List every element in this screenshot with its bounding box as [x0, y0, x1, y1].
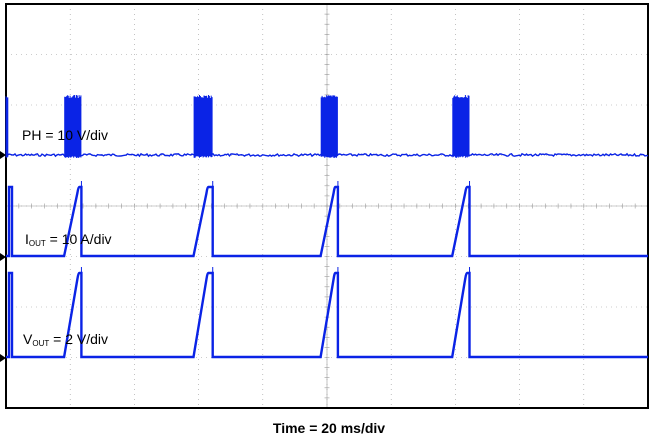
plot-frame — [5, 3, 649, 409]
grid — [5, 3, 649, 409]
vout-scale-label: VOUT = 2 V/div — [23, 331, 108, 348]
ph-scale-label: PH = 10 V/div — [22, 127, 108, 143]
traces — [5, 95, 649, 359]
ph-switching-burst — [193, 95, 213, 158]
ph-switching-burst — [452, 95, 470, 158]
ph-switching-burst — [64, 95, 82, 158]
channel-markers — [0, 151, 6, 362]
iout-trace — [6, 185, 648, 258]
ph-switching-burst — [320, 95, 338, 158]
iout-scale-label: IOUT = 10 A/div — [25, 231, 112, 248]
channel-ground-marker — [0, 253, 6, 261]
ph-switching-burst — [5, 96, 9, 158]
vout-trace — [6, 271, 648, 359]
channel-ground-marker — [0, 151, 6, 159]
time-axis-caption: Time = 20 ms/div — [273, 420, 385, 436]
channel-ground-marker — [0, 354, 6, 362]
